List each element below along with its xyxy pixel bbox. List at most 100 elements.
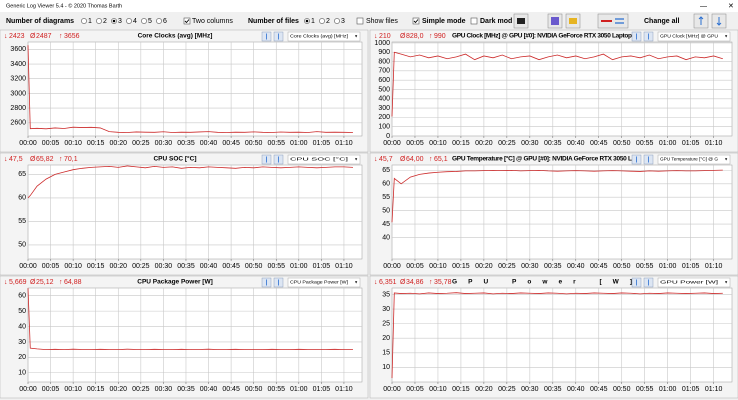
sensor-dropdown-text[interactable]: CPU SOC [°C]: [290, 157, 348, 162]
y-tick-label: 100: [378, 124, 390, 131]
radio-button[interactable]: [141, 18, 147, 24]
sensor-dropdown-text[interactable]: GPU Temperature [°C] @ G: [660, 157, 719, 162]
y-tick-label: 40: [18, 323, 26, 330]
x-tick-label: 00:20: [475, 386, 493, 393]
arrow-icon: [698, 16, 704, 25]
toolbar-label: 1: [311, 18, 315, 25]
y-tick-label: 900: [378, 49, 390, 56]
checkbox[interactable]: [412, 17, 420, 25]
sensor-dropdown-text[interactable]: GPU Power [W]: [660, 280, 718, 285]
x-tick-label: 00:55: [267, 140, 285, 147]
y-tick-label: 800: [378, 58, 390, 65]
dropdown-arrow[interactable]: ▾: [725, 157, 728, 162]
x-tick-label: 00:55: [636, 140, 654, 147]
x-tick-label: 00:05: [406, 140, 424, 147]
sensor-dropdown[interactable]: [657, 31, 731, 42]
sensor-dropdown-text[interactable]: GPU Clock [MHz] @ GPU: [660, 34, 718, 39]
plot-area: [391, 287, 733, 383]
chart-title: GPU Clock [MHz] @ GPU [#0]: NVIDIA GeFor…: [452, 33, 632, 40]
radio-button[interactable]: [319, 18, 325, 24]
x-tick-label: 00:05: [42, 140, 60, 147]
x-tick-label: 00:15: [87, 386, 105, 393]
data-line: [27, 45, 353, 133]
x-tick-label: 01:00: [659, 263, 677, 270]
stat-avg: 34,86: [406, 279, 424, 286]
x-tick-label: 01:00: [659, 140, 677, 147]
x-tick-label: 00:55: [267, 386, 285, 393]
radio-button[interactable]: [81, 18, 87, 24]
x-tick-label: 00:00: [383, 140, 401, 147]
data-line: [27, 288, 353, 351]
sensor-dropdown-text[interactable]: CPU Package Power [W]: [290, 280, 348, 285]
sensor-dropdown[interactable]: [287, 31, 361, 42]
color-button[interactable]: [597, 13, 629, 29]
x-tick-label: 00:35: [177, 140, 195, 147]
x-tick-label: 00:35: [544, 386, 562, 393]
minimize-button[interactable]: —: [700, 3, 707, 10]
toolbar-label: 5: [148, 18, 152, 25]
sensor-dropdown[interactable]: [287, 277, 361, 288]
toolbar-label: Two columns: [192, 18, 233, 25]
dropdown-arrow[interactable]: ▾: [725, 280, 728, 285]
x-tick-label: 01:10: [705, 263, 723, 270]
stat-min: 5,669: [9, 279, 27, 286]
x-tick-label: 00:20: [110, 140, 128, 147]
dropdown-arrow[interactable]: ▾: [725, 34, 728, 39]
dropdown-arrow[interactable]: ▾: [355, 157, 358, 162]
stat-max-icon: ↑: [59, 156, 63, 163]
x-tick-label: 00:40: [200, 386, 218, 393]
data-line: [391, 51, 723, 117]
stat-min-icon: ↓: [374, 156, 378, 163]
stat-max-icon: ↑: [59, 279, 63, 286]
stat-min-icon: ↓: [374, 279, 378, 286]
stat-min: 6,351: [379, 279, 397, 286]
radio-button[interactable]: [126, 18, 132, 24]
x-tick-label: 00:30: [155, 263, 173, 270]
checkbox[interactable]: [356, 17, 364, 25]
radio-button[interactable]: [334, 18, 340, 24]
sensor-dropdown-text[interactable]: Core Clocks (avg) [MHz]: [290, 34, 348, 39]
x-tick-label: 00:25: [132, 140, 150, 147]
sensor-dropdown[interactable]: [657, 154, 731, 165]
x-tick-label: 00:35: [544, 263, 562, 270]
plot-area: [391, 41, 733, 137]
x-tick-label: 00:40: [567, 263, 585, 270]
x-tick-label: 01:05: [313, 140, 331, 147]
y-tick-label: 20: [382, 335, 390, 342]
dropdown-arrow[interactable]: ▾: [355, 280, 358, 285]
x-tick-label: 01:05: [313, 263, 331, 270]
x-tick-label: 01:10: [335, 140, 353, 147]
x-tick-label: 00:50: [245, 263, 263, 270]
x-tick-label: 00:25: [498, 140, 516, 147]
y-tick-label: 2800: [10, 105, 26, 112]
dropdown-arrow[interactable]: ▾: [355, 34, 358, 39]
radio-button[interactable]: [96, 18, 102, 24]
y-tick-label: 55: [18, 218, 26, 225]
sensor-dropdown[interactable]: [657, 277, 731, 288]
x-tick-label: 00:10: [429, 386, 447, 393]
toolbar-label: Simple mode: [422, 18, 466, 25]
stat-min-icon: ↓: [4, 156, 8, 163]
checkbox[interactable]: [470, 17, 478, 25]
x-tick-label: 00:00: [19, 140, 37, 147]
x-tick-label: 00:10: [64, 386, 82, 393]
x-tick-label: 00:00: [383, 263, 401, 270]
plot-area: [391, 164, 733, 260]
x-tick-label: 00:45: [222, 140, 240, 147]
x-tick-label: 00:15: [87, 263, 105, 270]
stat-max-icon: ↑: [429, 279, 433, 286]
x-tick-label: 01:05: [682, 263, 700, 270]
y-tick-label: 30: [382, 306, 390, 313]
stat-avg-icon: Ø: [400, 33, 406, 40]
checkbox[interactable]: [183, 17, 191, 25]
x-tick-label: 00:05: [42, 263, 60, 270]
stat-avg: 64,00: [406, 156, 424, 163]
radio-button[interactable]: [156, 18, 162, 24]
close-button[interactable]: ✕: [728, 3, 734, 10]
y-tick-label: 10: [382, 364, 390, 371]
x-tick-label: 00:55: [267, 263, 285, 270]
toolbar-label: Change all: [644, 18, 679, 25]
stat-max-icon: ↑: [59, 33, 63, 40]
sensor-dropdown[interactable]: [287, 154, 361, 165]
x-tick-label: 00:30: [521, 386, 539, 393]
